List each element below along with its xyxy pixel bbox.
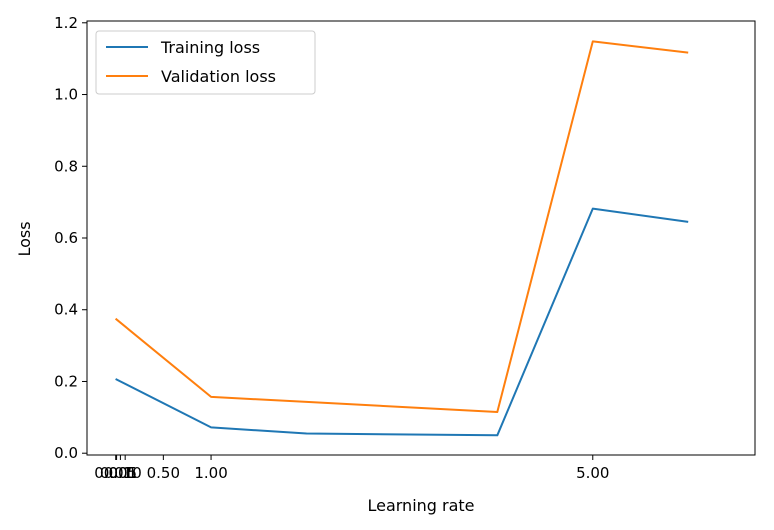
- y-ticks: 0.0 0.2 0.4 0.6 0.8 1.0 1.2: [54, 14, 87, 462]
- x-tick-label: 0.10: [108, 464, 141, 482]
- series-line-validation: [114, 40, 689, 413]
- legend-label-validation: Validation loss: [161, 67, 276, 86]
- series-line-training: [115, 207, 689, 437]
- y-tick-label: 0.6: [54, 229, 78, 247]
- y-tick-label: 1.0: [54, 86, 78, 104]
- x-tick-label: 0.50: [147, 464, 180, 482]
- axes-frame: [86, 20, 756, 456]
- legend: Training loss Validation loss: [95, 30, 316, 95]
- x-tick-label: 0.001: [94, 464, 137, 482]
- legend-label-training: Training loss: [160, 38, 260, 57]
- y-tick-label: 0.2: [54, 372, 78, 390]
- x-tick-label: 1.00: [194, 464, 227, 482]
- x-axis-label: Learning rate: [367, 496, 474, 515]
- x-tick-label: 0.05: [104, 464, 137, 482]
- y-axis-label: Loss: [15, 221, 34, 256]
- legend-frame: [95, 30, 316, 95]
- x-tick-label: 0.01: [100, 464, 133, 482]
- y-tick-label: 0.4: [54, 301, 78, 319]
- y-tick-label: 0.8: [54, 157, 78, 175]
- y-tick-label: 1.2: [54, 14, 78, 32]
- y-tick-label: 0.0: [54, 444, 78, 462]
- plot-area: [114, 40, 689, 437]
- x-tick-label: 5.00: [576, 464, 609, 482]
